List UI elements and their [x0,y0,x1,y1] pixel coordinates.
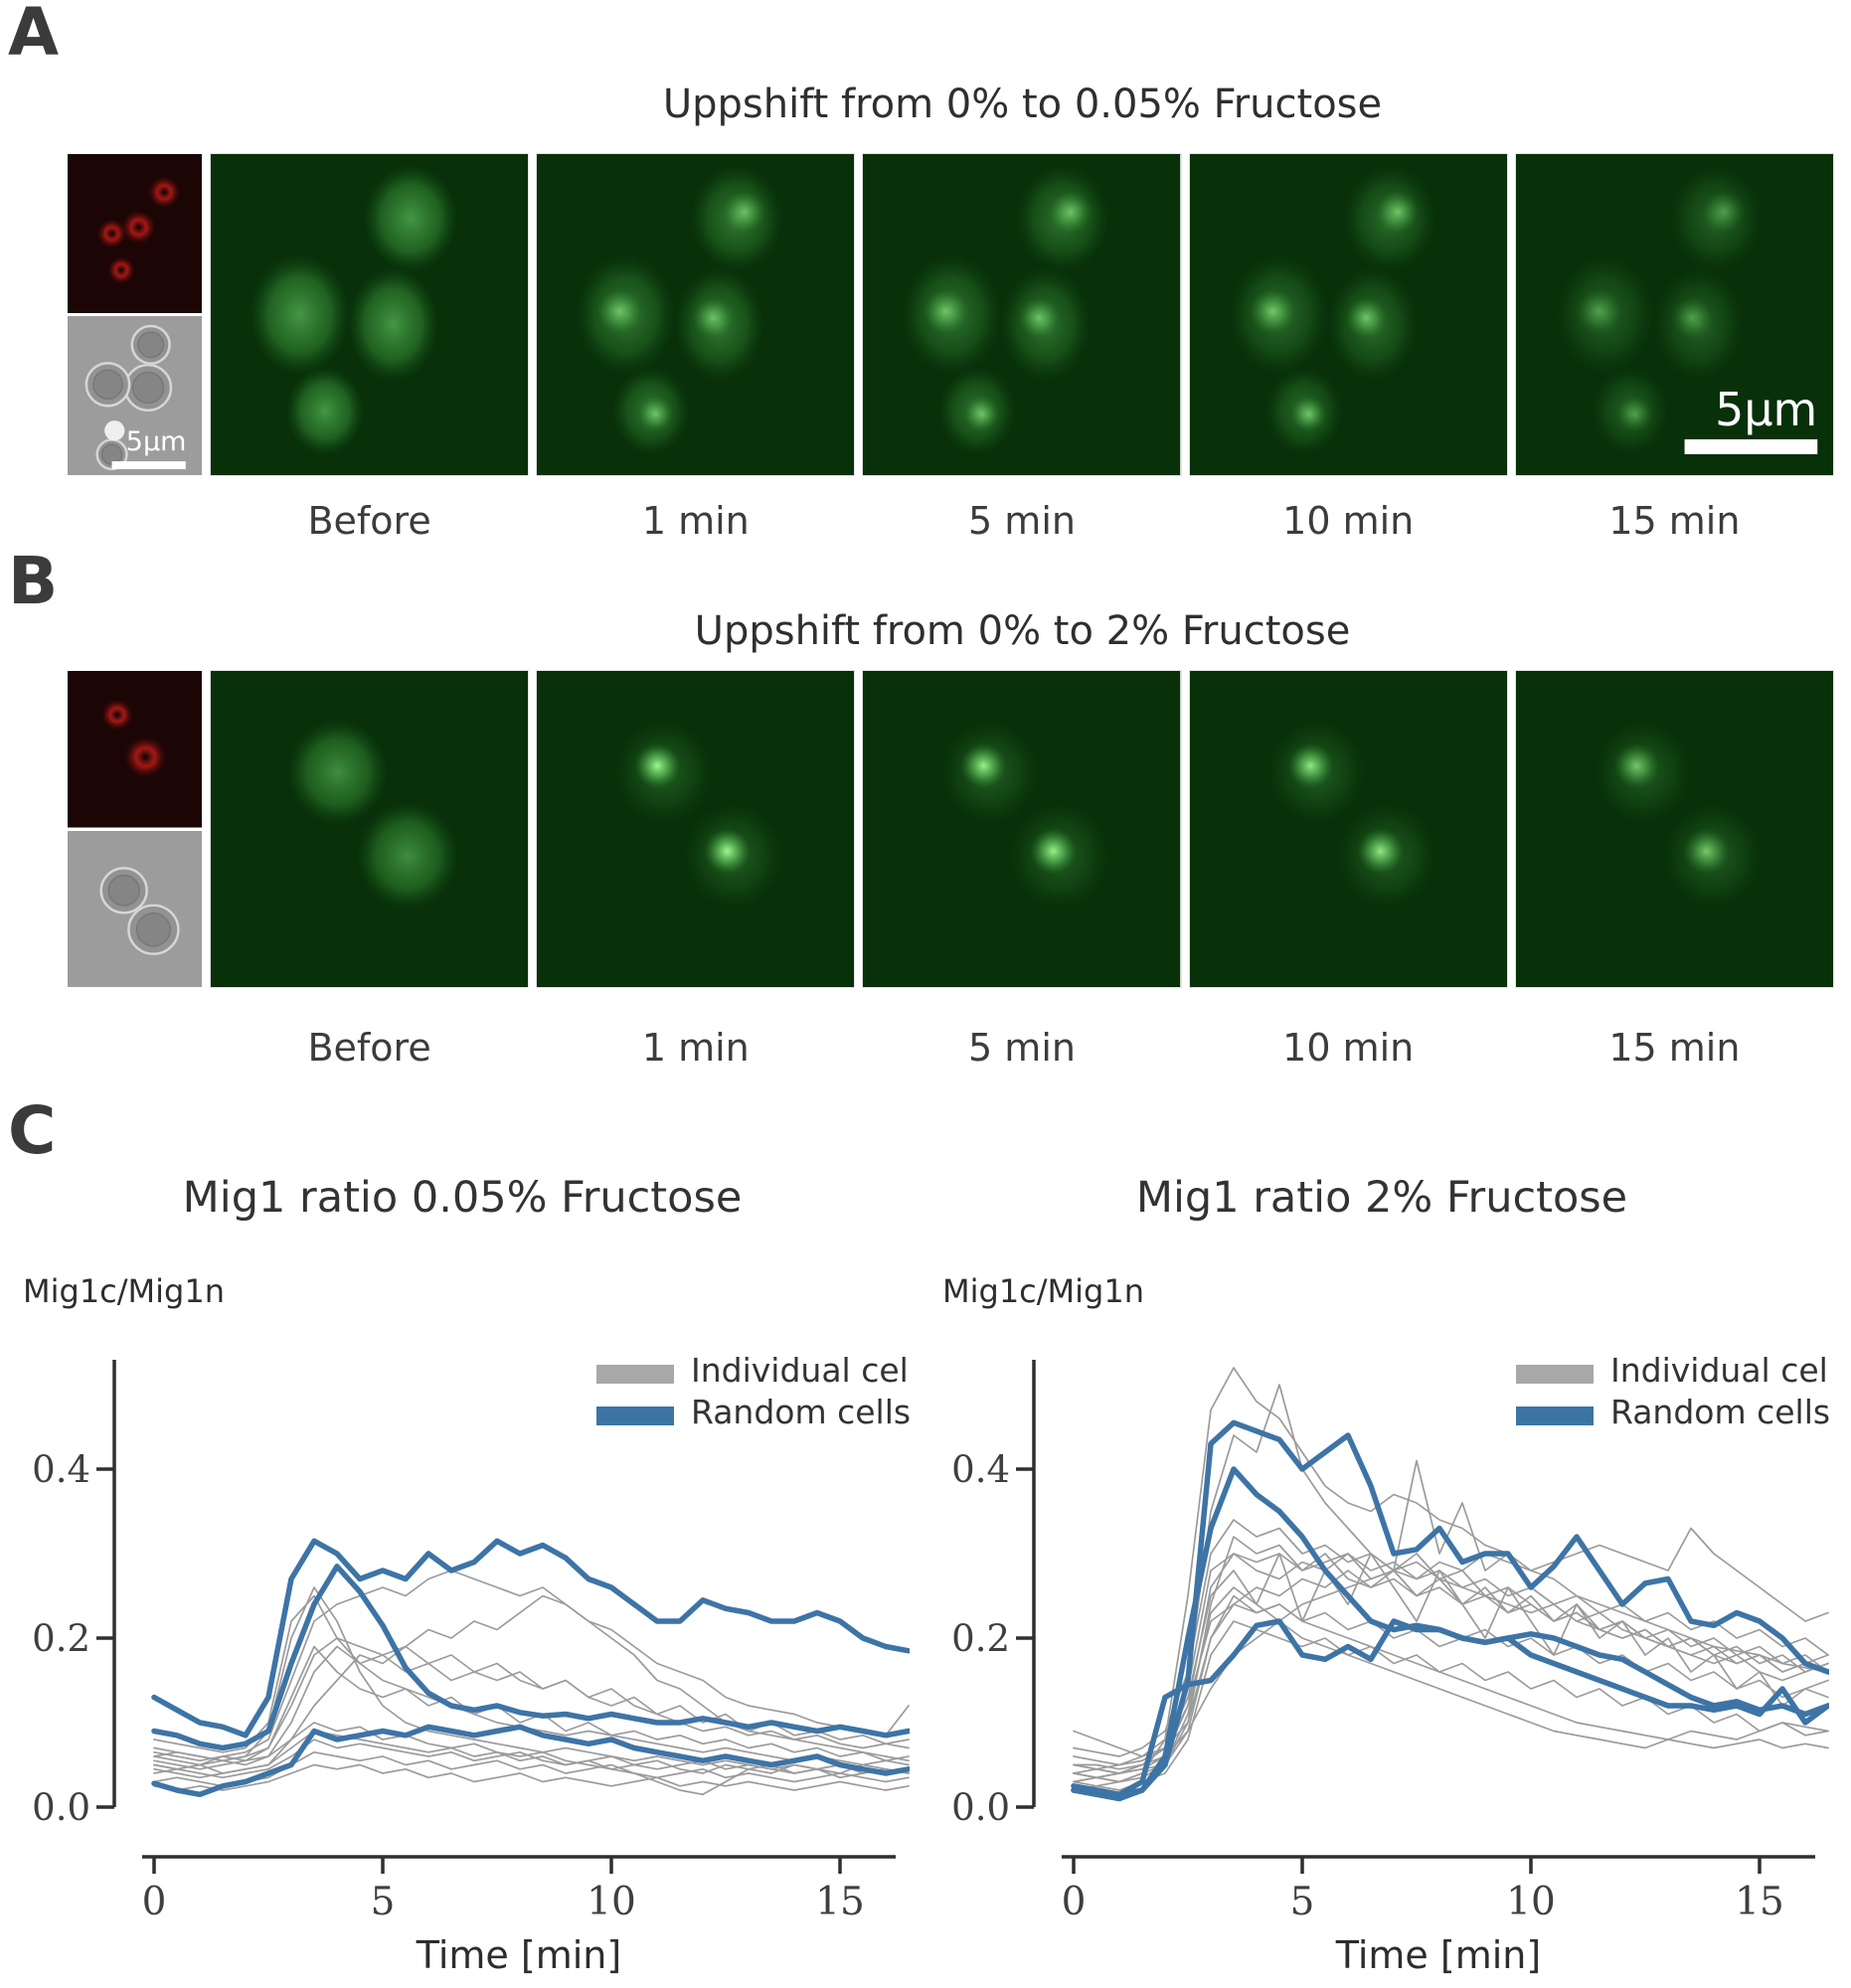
line-chart-high-fructose: 0.0 0.2 0.4 0 5 10 15 Time [min] Individual cell… [951,1351,1829,1977]
x-axis-label: Time [min] [416,1933,621,1977]
frame-time-label: 10 min [1282,499,1415,543]
frame-time-label: 15 min [1608,1026,1741,1070]
panel-a-images: 5µm 5µm [68,153,1835,476]
scale-bar-label: 5µm [126,426,187,457]
line-chart-low-fructose: 0.0 0.2 0.4 0 5 10 15 Time [min] Individual cell… [32,1351,910,1977]
legend-swatch [596,1407,674,1425]
legend-label: Random cells [691,1393,910,1431]
data-line [1071,1419,1829,1798]
frame-time-label: 1 min [641,1026,750,1070]
gfp-fluorescence-image [536,153,856,476]
gfp-fluorescence-image [1188,153,1508,476]
data-line [1073,1519,1829,1757]
y-tick-label: 0.2 [951,1617,1010,1660]
scale-bar-label: 5µm [1715,383,1817,436]
panel-c-label: C [8,1092,57,1169]
frame-time-label: 1 min [641,499,750,543]
frame-time-label: 10 min [1282,1026,1415,1070]
gfp-fluorescence-image [536,670,856,988]
y-axis-label-low-fructose: Mig1c/Mig1n [23,1272,225,1310]
panel-b-label: B [8,543,59,619]
brightfield-image [68,830,202,987]
data-line [153,1739,910,1779]
panel-b-images [68,670,1835,988]
y-axis-label-high-fructose: Mig1c/Mig1n [942,1272,1144,1310]
data-line [153,1730,910,1779]
data-line [151,1724,910,1798]
chart-title-high-fructose: Mig1 ratio 2% Fructose [1135,1173,1628,1223]
x-tick-label: 5 [371,1880,396,1924]
frame-time-label: 5 min [968,1026,1076,1070]
data-line [151,1538,910,1739]
x-axis-label: Time [min] [1335,1933,1541,1977]
x-tick-label: 0 [1062,1880,1087,1924]
gfp-fluorescence-image [862,670,1182,988]
scale-bar [111,461,186,470]
scale-bar [1684,439,1818,454]
x-tick-label: 10 [1506,1880,1556,1924]
brightfield-image: 5µm [68,316,202,475]
data-line [153,1637,910,1762]
legend-label: Individual cell [1610,1351,1829,1390]
nuclear-marker-image [68,154,202,313]
gfp-fluorescence-image [209,670,530,988]
x-tick-label: 10 [587,1880,636,1924]
data-line [1071,1618,1829,1798]
gfp-fluorescence-image [1514,670,1835,988]
data-line [153,1763,910,1791]
legend-swatch [596,1365,674,1384]
x-tick-label: 5 [1290,1880,1315,1924]
gfp-fluorescence-image [209,153,530,476]
frame-time-label: 15 min [1608,499,1741,543]
panel-a-label: A [8,0,60,71]
reference-images [68,671,202,987]
frame-time-label: 5 min [968,499,1076,543]
y-tick-label: 0.0 [951,1786,1010,1829]
gfp-fluorescence-image [1188,670,1508,988]
legend-label: Random cells [1610,1393,1829,1431]
data-line [1073,1620,1829,1791]
y-tick-label: 0.0 [32,1786,90,1829]
y-tick-label: 0.4 [951,1448,1010,1491]
data-line [1073,1553,1829,1770]
frame-time-label: Before [307,1026,431,1070]
frame-time-label: Before [307,499,431,543]
y-tick-label: 0.4 [32,1448,90,1491]
panel-a-title: Uppshift from 0% to 0.05% Fructose [662,82,1383,127]
chart-block-low-fructose: Mig1 ratio 0.05% Fructose Mig1c/Mig1n 0.… [15,1173,910,1983]
chart-block-high-fructose: Mig1 ratio 2% Fructose Mig1c/Mig1n 0.0 0.… [934,1173,1829,1983]
data-line [153,1645,910,1762]
data-line [153,1570,910,1766]
legend-swatch [1516,1365,1594,1384]
panel-b-title: Uppshift from 0% to 2% Fructose [694,608,1351,654]
x-tick-label: 15 [815,1880,865,1924]
y-tick-label: 0.2 [32,1617,90,1660]
data-line [153,1586,910,1774]
data-line [1073,1527,1829,1774]
legend-label: Individual cell [691,1351,910,1390]
data-line [153,1645,910,1770]
x-tick-label: 0 [142,1880,167,1924]
data-line [151,1564,910,1751]
chart-title-low-fructose: Mig1 ratio 0.05% Fructose [182,1173,743,1223]
nuclear-marker-image [68,671,202,828]
data-line [153,1594,910,1770]
legend-swatch [1516,1407,1594,1425]
reference-images: 5µm [68,154,202,475]
panel-a-frame-labels: Before 1 min 5 min 10 min 15 min [211,499,1833,543]
gfp-fluorescence-image [862,153,1182,476]
x-tick-label: 15 [1735,1880,1784,1924]
gfp-fluorescence-image: 5µm [1514,153,1835,476]
data-line [1073,1586,1829,1783]
panel-b-frame-labels: Before 1 min 5 min 10 min 15 min [211,1026,1833,1070]
